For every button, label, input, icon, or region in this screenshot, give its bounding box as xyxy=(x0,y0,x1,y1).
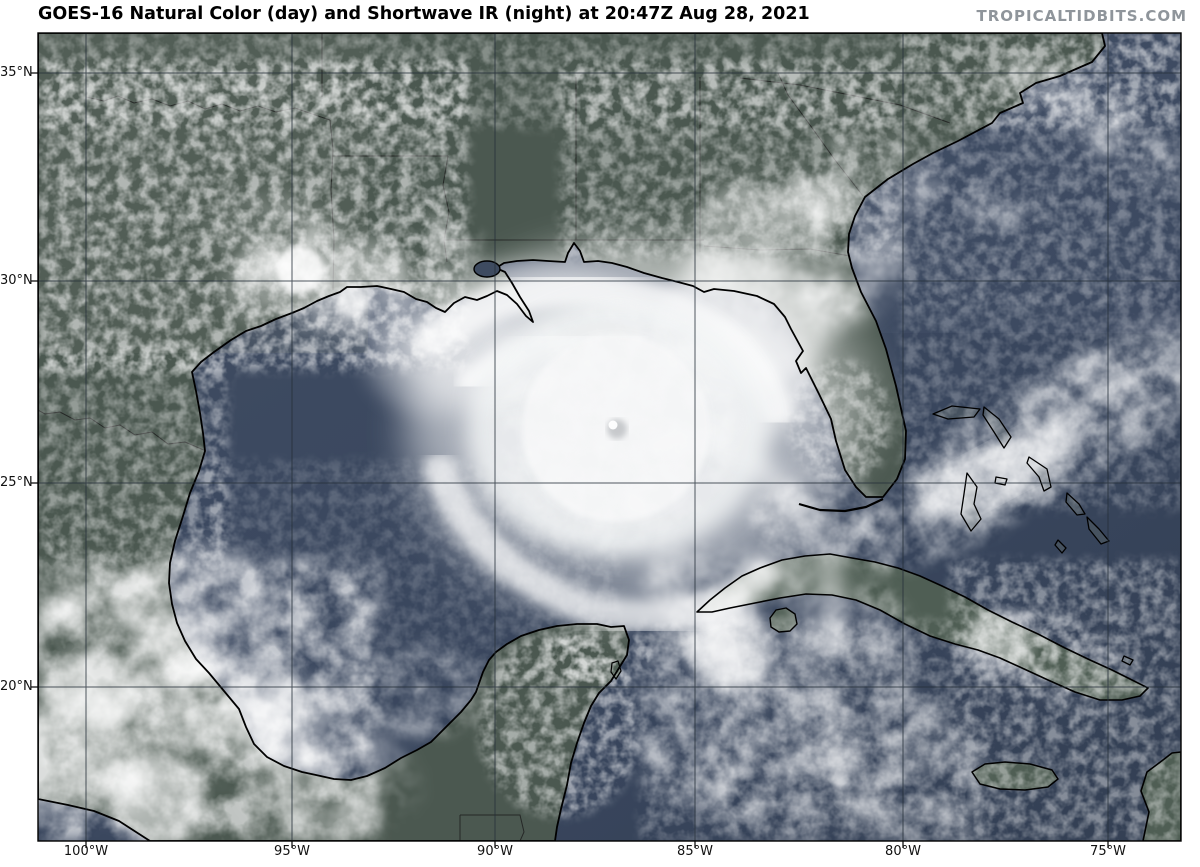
hurricane xyxy=(402,136,934,652)
lat-label-25n: 25°N xyxy=(0,475,33,490)
gridlines xyxy=(38,33,1181,841)
cloud-layer xyxy=(38,33,1181,841)
axis-ticks xyxy=(31,72,1109,848)
lon-label-85w: 85°W xyxy=(677,844,713,859)
lon-label-75w: 75°W xyxy=(1090,844,1126,859)
lat-label-35n: 35°N xyxy=(0,65,33,80)
lon-label-90w: 90°W xyxy=(477,844,513,859)
lon-label-95w: 95°W xyxy=(274,844,310,859)
lon-label-80w: 80°W xyxy=(885,844,921,859)
lon-label-100w: 100°W xyxy=(63,844,109,859)
lat-label-20n: 20°N xyxy=(0,679,33,694)
page-title: GOES-16 Natural Color (day) and Shortwav… xyxy=(38,4,810,24)
lat-label-30n: 30°N xyxy=(0,273,33,288)
lake-pontchartrain xyxy=(473,260,501,278)
coastline-layer xyxy=(38,33,1181,841)
map-frame xyxy=(37,32,1182,842)
watermark: TROPICALTIDBITS.COM xyxy=(976,7,1187,25)
